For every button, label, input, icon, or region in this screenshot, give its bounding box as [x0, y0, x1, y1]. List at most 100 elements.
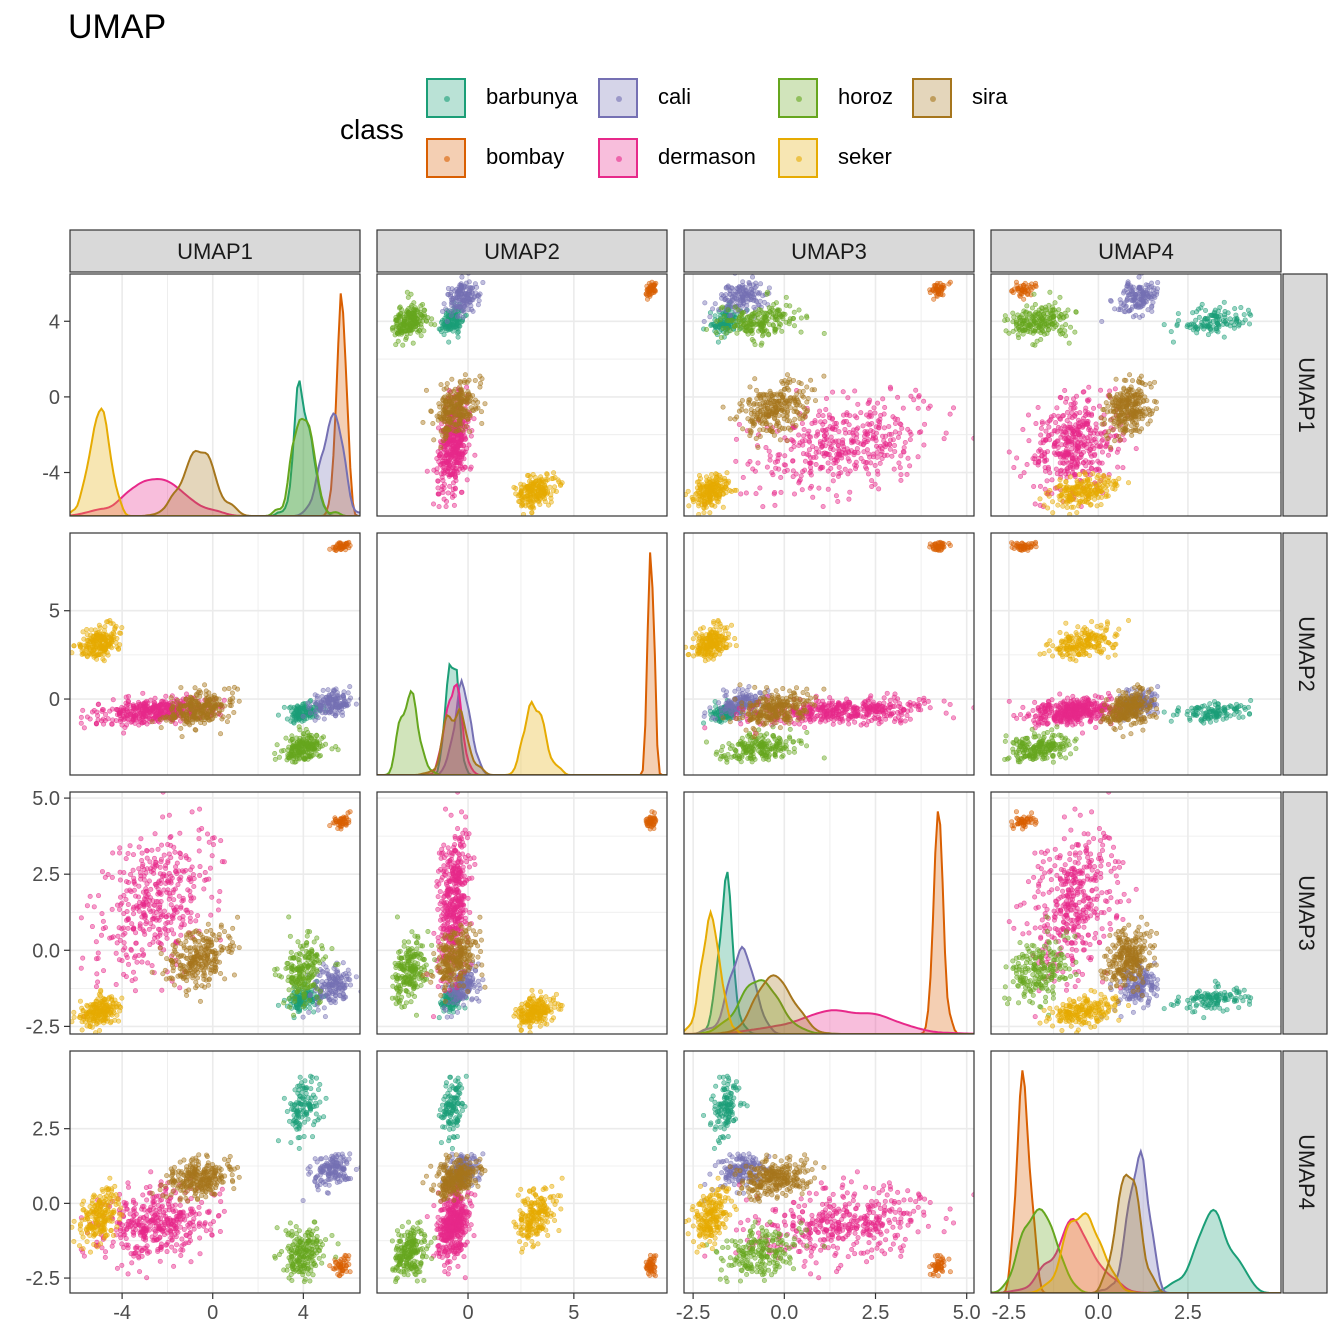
point-horoz — [1038, 336, 1044, 342]
point-dermason — [852, 388, 858, 394]
point-cali — [346, 697, 352, 703]
point-horoz — [1044, 321, 1050, 327]
point-horoz — [772, 329, 778, 335]
point-barbunya — [1241, 312, 1247, 318]
point-dermason — [1064, 418, 1070, 424]
point-dermason — [898, 453, 904, 459]
point-sira — [1137, 395, 1143, 401]
point-barbunya — [1232, 316, 1238, 322]
point-dermason — [1061, 468, 1067, 474]
point-dermason — [907, 463, 913, 469]
point-dermason — [109, 721, 115, 727]
strip-label-col-UMAP1: UMAP1 — [177, 239, 253, 264]
point-dermason — [1094, 466, 1100, 472]
point-barbunya — [1206, 323, 1212, 329]
point-horoz — [1050, 325, 1056, 331]
density-line-horoz — [70, 417, 360, 516]
point-sira — [777, 392, 783, 398]
strip-label-col-UMAP2: UMAP2 — [484, 239, 560, 264]
point-dermason — [775, 456, 781, 462]
point-cali — [475, 302, 481, 308]
point-seker — [537, 501, 543, 507]
point-barbunya — [1217, 304, 1223, 310]
point-cali — [319, 694, 325, 700]
point-horoz — [1066, 340, 1072, 346]
point-cali — [1117, 297, 1123, 303]
point-horoz — [416, 328, 422, 334]
point-dermason — [1045, 449, 1051, 455]
point-cali — [307, 710, 313, 716]
point-dermason — [819, 427, 825, 433]
point-dermason — [817, 439, 823, 445]
point-seker — [1079, 479, 1085, 485]
point-sira — [748, 411, 754, 417]
strip-row-UMAP1 — [1282, 273, 1328, 517]
point-seker — [548, 499, 554, 505]
point-sira — [746, 401, 752, 407]
point-barbunya — [291, 720, 297, 726]
point-barbunya — [1195, 326, 1201, 332]
point-dermason — [163, 693, 169, 699]
point-horoz — [405, 294, 411, 300]
point-sira — [753, 387, 759, 393]
point-cali — [1136, 274, 1142, 280]
point-cali — [1149, 303, 1155, 309]
point-sira — [784, 438, 790, 444]
point-horoz — [1011, 314, 1017, 320]
point-seker — [546, 502, 552, 508]
point-dermason — [870, 454, 876, 460]
point-dermason — [854, 446, 860, 452]
point-horoz — [407, 327, 413, 333]
point-dermason — [820, 413, 826, 419]
point-barbunya — [1212, 307, 1218, 313]
point-dermason — [1074, 427, 1080, 433]
panel-UMAP1-vs-UMAP1 — [69, 273, 361, 517]
point-horoz — [1016, 315, 1022, 321]
point-dermason — [927, 403, 933, 409]
point-dermason — [183, 691, 189, 697]
point-dermason — [846, 496, 852, 502]
point-cali — [321, 705, 327, 711]
point-dermason — [862, 433, 868, 439]
point-dermason — [1072, 443, 1078, 449]
point-horoz — [396, 305, 402, 311]
point-seker — [1061, 484, 1067, 490]
point-dermason — [767, 453, 773, 459]
point-seker — [1105, 477, 1111, 483]
point-cali — [459, 274, 465, 280]
point-horoz — [764, 311, 770, 317]
point-sira — [757, 427, 763, 433]
point-seker — [538, 490, 544, 496]
point-dermason — [1060, 460, 1066, 466]
point-barbunya — [1222, 319, 1228, 325]
point-barbunya — [1193, 317, 1199, 323]
point-dermason — [100, 707, 106, 713]
point-dermason — [1051, 412, 1057, 418]
point-dermason — [888, 386, 894, 392]
point-cali — [729, 285, 735, 291]
point-dermason — [1058, 471, 1064, 477]
point-sira — [769, 397, 775, 403]
point-dermason — [830, 389, 836, 395]
point-seker — [708, 489, 714, 495]
point-dermason — [1097, 460, 1103, 466]
point-seker — [553, 489, 559, 495]
point-bombay — [336, 544, 342, 550]
density-line-dermason — [70, 477, 360, 516]
point-bombay — [946, 281, 952, 287]
point-cali — [1145, 282, 1151, 288]
point-sira — [443, 409, 449, 415]
point-dermason — [1037, 483, 1043, 489]
point-horoz — [394, 324, 400, 330]
point-dermason — [858, 456, 864, 462]
point-cali — [468, 303, 474, 309]
point-barbunya — [1199, 319, 1205, 325]
point-dermason — [757, 485, 763, 491]
point-dermason — [908, 393, 914, 399]
point-barbunya — [710, 321, 716, 327]
point-horoz — [981, 314, 985, 318]
point-dermason — [1042, 457, 1048, 463]
point-dermason — [1057, 460, 1063, 466]
point-dermason — [1035, 404, 1041, 410]
point-barbunya — [443, 312, 449, 318]
